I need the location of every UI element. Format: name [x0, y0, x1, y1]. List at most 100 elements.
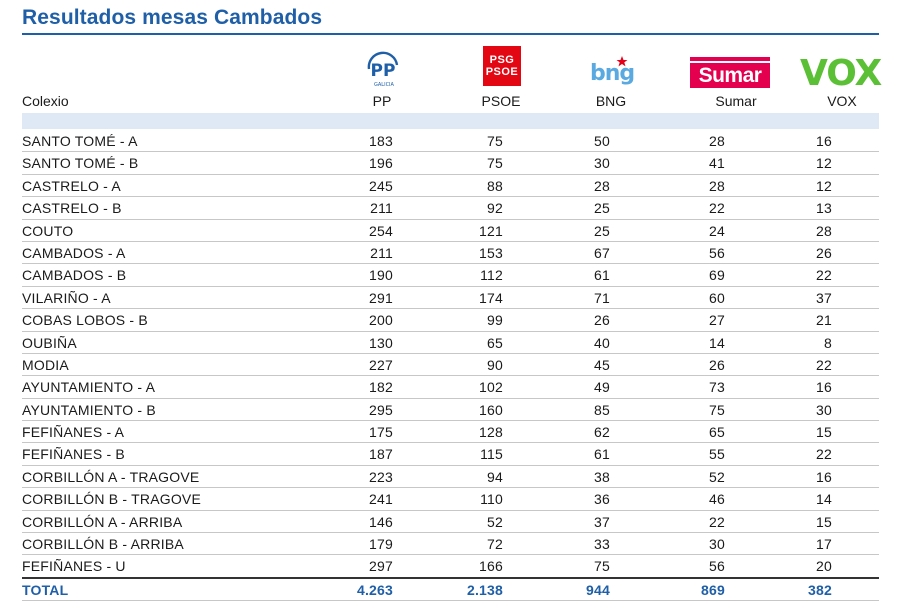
table-row: CORBILLÓN A - ARRIBA 146 52 37 22 15: [22, 511, 879, 534]
header-colexio: Colexio: [22, 93, 69, 109]
total-row: TOTAL 4.263 2.138 944 869 382: [22, 580, 879, 600]
cell-bng: 36: [594, 491, 610, 508]
total-divider: [22, 577, 879, 579]
sumar-logo-text: Sumar: [690, 63, 770, 88]
cell-psoe: 94: [487, 468, 503, 485]
cell-psoe: 115: [480, 446, 503, 463]
cell-vox: 15: [816, 424, 832, 441]
cell-psoe: 99: [487, 312, 503, 329]
pp-logo: PP GALICIA: [367, 51, 399, 88]
cell-vox: 16: [816, 379, 832, 396]
cell-pp: 245: [369, 177, 393, 194]
cell-vox: 17: [816, 536, 832, 553]
cell-psoe: 160: [479, 401, 503, 418]
cell-bng: 25: [594, 222, 610, 239]
row-name: VILARIÑO - A: [22, 289, 111, 306]
table-row: CAMBADOS - B 190 112 61 69 22: [22, 264, 879, 287]
row-name: CORBILLÓN A - ARRIBA: [22, 513, 183, 530]
star-icon: [616, 56, 628, 67]
cell-pp: 211: [370, 200, 393, 217]
cell-bng: 25: [594, 200, 610, 217]
table-row: SANTO TOMÉ - B 196 75 30 41 12: [22, 152, 879, 175]
cell-bng: 50: [594, 133, 610, 149]
row-name: CAMBADOS - A: [22, 244, 126, 261]
cell-psoe: 112: [480, 267, 503, 284]
cell-pp: 190: [369, 267, 393, 284]
cell-pp: 297: [369, 558, 393, 575]
row-name: CASTRELO - B: [22, 200, 122, 217]
cell-sumar: 30: [709, 536, 725, 553]
cell-psoe: 153: [479, 244, 503, 261]
pp-logo-text: PP: [371, 61, 396, 81]
cell-psoe: 75: [487, 133, 503, 149]
cell-pp: 291: [369, 289, 393, 306]
cell-vox: 37: [816, 289, 832, 306]
header-sumar: Sumar: [715, 93, 757, 109]
total-sumar: 869: [701, 582, 725, 598]
cell-bng: 61: [594, 267, 610, 284]
cell-psoe: 166: [479, 558, 503, 575]
cell-bng: 75: [594, 558, 610, 575]
row-name: COUTO: [22, 222, 74, 239]
total-pp: 4.263: [356, 582, 393, 598]
cell-sumar: 26: [709, 356, 725, 373]
page-title: Resultados mesas Cambados: [22, 6, 323, 29]
cell-vox: 21: [816, 312, 832, 329]
cell-bng: 37: [594, 513, 610, 530]
cell-psoe: 88: [487, 177, 503, 194]
bng-logo: bng: [590, 56, 635, 86]
cell-sumar: 28: [709, 133, 725, 149]
cell-sumar: 27: [709, 312, 725, 329]
cell-sumar: 69: [709, 267, 725, 284]
cell-sumar: 46: [709, 491, 725, 508]
row-name: FEFIÑANES - B: [22, 446, 125, 463]
cell-bng: 61: [594, 446, 610, 463]
cell-bng: 45: [594, 356, 610, 373]
sumar-logo-bar: [690, 57, 770, 61]
cell-pp: 175: [369, 424, 393, 441]
row-name: CORBILLÓN B - ARRIBA: [22, 536, 184, 553]
table-row: CAMBADOS - A 211 153 67 56 26: [22, 242, 879, 265]
total-vox: 382: [808, 582, 832, 598]
cell-pp: 223: [369, 468, 393, 485]
table-row: CORBILLÓN A - TRAGOVE 223 94 38 52 16: [22, 466, 879, 489]
cell-psoe: 65: [487, 334, 503, 351]
psoe-logo: PSG PSOE: [483, 46, 521, 86]
row-name: SANTO TOMÉ - B: [22, 155, 139, 172]
table-row: CORBILLÓN B - ARRIBA 179 72 33 30 17: [22, 533, 879, 556]
pp-logo-sub: GALICIA: [374, 82, 395, 88]
header-band: [22, 113, 879, 129]
header-psoe: PSOE: [481, 93, 521, 109]
cell-vox: 15: [816, 513, 832, 530]
psoe-logo-line2: PSOE: [485, 66, 519, 78]
row-name: AYUNTAMIENTO - A: [22, 379, 156, 396]
cell-pp: 130: [369, 334, 393, 351]
cell-psoe: 121: [479, 222, 503, 239]
cell-vox: 16: [816, 133, 832, 149]
table-row: AYUNTAMIENTO - A 182 102 49 73 16: [22, 376, 879, 399]
cell-vox: 13: [816, 200, 832, 217]
cell-psoe: 174: [479, 289, 503, 306]
vox-logo: VOX: [800, 53, 882, 94]
cell-vox: 12: [816, 155, 832, 172]
cell-sumar: 56: [709, 558, 725, 575]
sumar-logo: Sumar: [690, 57, 770, 88]
table-row: CORBILLÓN B - TRAGOVE 241 110 36 46 14: [22, 488, 879, 511]
table-row: VILARIÑO - A 291 174 71 60 37: [22, 287, 879, 310]
cell-psoe: 72: [487, 536, 503, 553]
table-row: FEFIÑANES - B 187 115 61 55 22: [22, 443, 879, 466]
row-name: CAMBADOS - B: [22, 267, 127, 284]
cell-vox: 16: [816, 468, 832, 485]
cell-vox: 20: [816, 558, 832, 575]
cell-bng: 33: [594, 536, 610, 553]
cell-sumar: 60: [709, 289, 725, 306]
cell-pp: 182: [369, 379, 393, 396]
cell-vox: 22: [816, 267, 832, 284]
cell-bng: 71: [594, 289, 610, 306]
cell-pp: 254: [369, 222, 393, 239]
cell-pp: 196: [369, 155, 393, 172]
cell-pp: 187: [369, 446, 393, 463]
cell-bng: 49: [594, 379, 610, 396]
cell-sumar: 56: [709, 244, 725, 261]
cell-bng: 38: [594, 468, 610, 485]
